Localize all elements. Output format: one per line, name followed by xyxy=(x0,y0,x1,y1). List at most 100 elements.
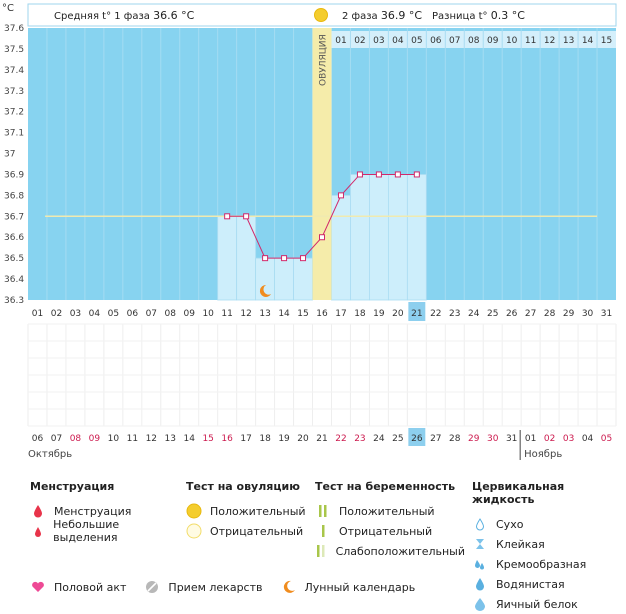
temperature-point xyxy=(413,171,420,178)
date-label: 12 xyxy=(146,434,157,444)
moon-icon xyxy=(281,579,297,595)
temperature-point xyxy=(394,171,401,178)
temperature-point xyxy=(356,171,363,178)
two-stripes-icon xyxy=(315,503,331,519)
cycle-day-label: 18 xyxy=(354,309,366,319)
cycle-day-label: 30 xyxy=(582,309,594,319)
date-label: 15 xyxy=(202,434,213,444)
phase2-day-number: 08 xyxy=(468,36,480,46)
cycle-day-label: 04 xyxy=(89,309,101,319)
legend-item-dry: Сухо xyxy=(472,514,622,534)
date-label: 25 xyxy=(392,434,403,444)
y-tick-label: 37.2 xyxy=(4,108,24,118)
phase2-day-number: 14 xyxy=(582,36,594,46)
phase2-row-bg xyxy=(331,31,616,48)
month-label: Ноябрь xyxy=(524,449,562,460)
legend-menstruation: Менструация Менструация Небольшие выделе… xyxy=(30,480,180,544)
date-label: 20 xyxy=(297,434,309,444)
y-tick-label: 37.3 xyxy=(4,87,24,97)
temperature-bar xyxy=(236,215,257,301)
cycle-day-label: 17 xyxy=(335,309,346,319)
phase2-day-number: 11 xyxy=(525,36,536,46)
phase2-day-number: 15 xyxy=(601,36,612,46)
cycle-day-label: 31 xyxy=(601,309,612,319)
temperature-point xyxy=(224,213,231,220)
y-tick-label: 36.8 xyxy=(4,191,24,201)
date-label: 18 xyxy=(259,434,271,444)
drop-outline-icon xyxy=(472,516,488,532)
legend-ovulation-test-title: Тест на овуляцию xyxy=(186,480,300,493)
temperature-point xyxy=(243,213,250,220)
y-tick-label: 37.4 xyxy=(4,66,24,76)
cycle-day-label: 22 xyxy=(430,309,441,319)
date-label: 03 xyxy=(563,434,574,444)
phase2-day-number: 01 xyxy=(335,36,346,46)
cycle-day-label: 28 xyxy=(544,309,556,319)
y-tick-label: 36.5 xyxy=(4,254,24,264)
cycle-day-label: 29 xyxy=(563,309,575,319)
legend-pregnancy-test-title: Тест на беременность xyxy=(315,480,456,493)
legend-item-label: Положительный xyxy=(210,504,306,518)
legend-item-ovulation-negative: Отрицательный xyxy=(186,521,316,541)
legend-item-intercourse: Половой акт xyxy=(30,579,126,595)
legend-item-label: Отрицательный xyxy=(339,524,433,538)
temperature-point xyxy=(375,171,382,178)
date-label: 19 xyxy=(278,434,290,444)
cycle-day-label: 15 xyxy=(297,309,308,319)
cycle-day-label: 21 xyxy=(411,309,422,319)
date-label: 17 xyxy=(240,434,251,444)
phase2-day-number: 10 xyxy=(506,36,518,46)
legend-item-label: Водянистая xyxy=(496,577,565,591)
legend-item-lunar: Лунный календарь xyxy=(281,579,415,595)
legend-item-pregnancy-weak: Слабоположительный xyxy=(315,541,465,561)
cycle-day-label: 02 xyxy=(51,309,62,319)
cycle-day-label: 12 xyxy=(240,309,251,319)
y-tick-label: 36.7 xyxy=(4,212,24,222)
legend-bottom-row: Половой акт Прием лекарств Лунный календ… xyxy=(30,579,433,595)
legend-item-pregnancy-positive: Положительный xyxy=(315,501,465,521)
date-label: 09 xyxy=(89,434,101,444)
cycle-day-label: 26 xyxy=(506,309,518,319)
temperature-bar xyxy=(350,174,370,301)
cycle-day-label: 16 xyxy=(316,309,328,319)
legend-item-label: Небольшие выделения xyxy=(53,518,120,544)
legend-item-medication: Прием лекарств xyxy=(144,579,263,595)
weak-stripes-icon xyxy=(315,543,328,559)
date-label: 10 xyxy=(108,434,120,444)
legend-ovulation-test: Тест на овуляцию Положительный Отрицател… xyxy=(186,480,316,541)
date-label: 21 xyxy=(316,434,327,444)
legend-cervical-fluid: Цервикальная жидкость Сухо Клейкая Кремо… xyxy=(472,480,622,614)
date-label: 11 xyxy=(127,434,138,444)
phase2-day-number: 05 xyxy=(411,36,422,46)
legend-item-watery: Водянистая xyxy=(472,574,622,594)
date-label: 22 xyxy=(335,434,346,444)
moon-icon xyxy=(259,284,272,297)
legend-item-egg-white: Яичный белок xyxy=(472,594,622,614)
unit-label: °C xyxy=(2,3,14,14)
date-label: 31 xyxy=(506,434,517,444)
date-label: 05 xyxy=(601,434,612,444)
temperature-bar xyxy=(369,174,389,301)
phase2-day-number: 07 xyxy=(449,36,460,46)
temperature-bar xyxy=(293,257,313,301)
y-tick-label: 36.9 xyxy=(4,170,24,180)
heart-icon xyxy=(30,579,46,595)
legend-item-creamy: Кремообразная xyxy=(472,554,622,574)
legend-cervical-title: Цервикальная жидкость xyxy=(472,480,565,506)
legend-item-label: Отрицательный xyxy=(210,524,304,538)
temperature-bar xyxy=(217,215,238,301)
date-label: 27 xyxy=(430,434,441,444)
y-tick-label: 36.6 xyxy=(4,233,24,243)
date-label: 16 xyxy=(221,434,233,444)
phase1-label: Средняя t° 1 фаза 36.6 °C xyxy=(54,9,195,22)
y-tick-label: 37 xyxy=(4,150,15,160)
legend-item-pregnancy-negative: Отрицательный xyxy=(315,521,465,541)
ovulation-sun-icon xyxy=(314,8,328,22)
temperature-point xyxy=(281,255,288,262)
date-label: 04 xyxy=(582,434,594,444)
cycle-day-label: 27 xyxy=(525,309,536,319)
phase2-day-number: 13 xyxy=(563,36,574,46)
legend-item-ovulation-positive: Положительный xyxy=(186,501,316,521)
temperature-bar xyxy=(406,174,427,301)
cycle-day-label: 07 xyxy=(146,309,157,319)
